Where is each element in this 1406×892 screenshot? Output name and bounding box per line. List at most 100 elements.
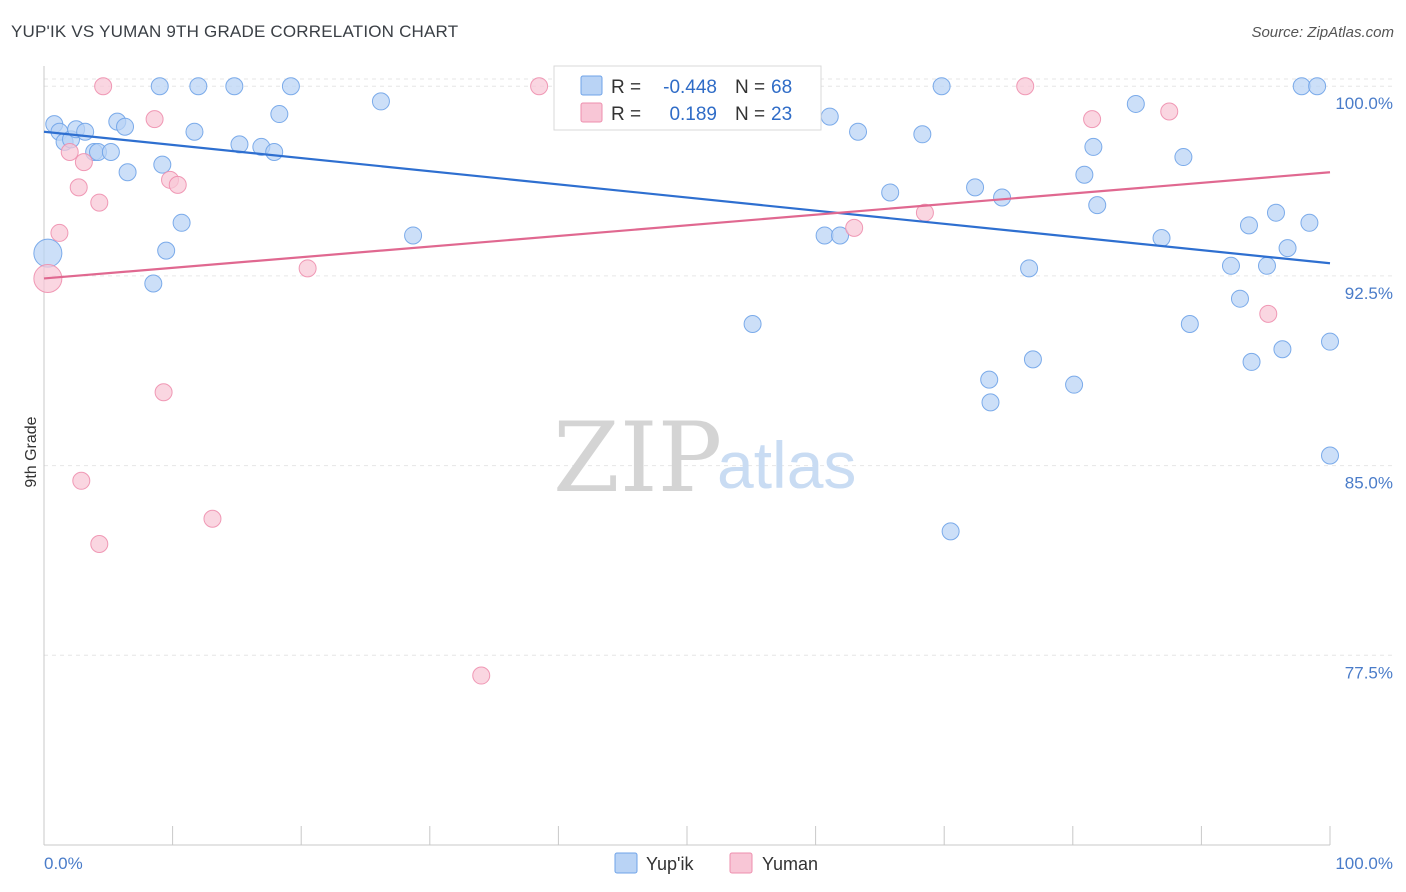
data-point	[1278, 239, 1297, 258]
data-point	[225, 77, 244, 96]
watermark: ZIP atlas	[553, 402, 856, 514]
data-point	[849, 122, 868, 141]
data-point	[203, 509, 222, 528]
data-point	[189, 77, 208, 96]
stats-n-label-2: N =	[735, 104, 765, 125]
y-tick-label: 85.0%	[1345, 474, 1393, 493]
x-tick-label: 0.0%	[44, 854, 83, 873]
watermark-atlas: atlas	[717, 428, 856, 502]
data-point	[33, 238, 63, 268]
data-point	[1023, 350, 1042, 369]
trend-lines	[43, 130, 1331, 280]
axes: 0.0% 100.0%	[43, 66, 1393, 873]
watermark-zip: ZIP	[553, 402, 722, 514]
chart-title: YUP'IK VS YUMAN 9TH GRADE CORRELATION CH…	[11, 22, 459, 41]
data-point	[168, 175, 187, 194]
data-point	[69, 178, 88, 197]
stats-swatch-yuman	[580, 102, 603, 123]
stats-r-label-1: R =	[611, 77, 641, 98]
data-point	[116, 117, 135, 136]
data-point	[1088, 196, 1107, 215]
data-point	[743, 314, 762, 333]
data-point	[94, 77, 113, 96]
data-point	[1221, 256, 1240, 275]
data-point	[815, 226, 834, 245]
legend-swatch-yuman	[729, 852, 753, 874]
legend-label-yupik: Yup'ik	[646, 854, 694, 874]
y-axis-title: 9th Grade	[23, 416, 40, 487]
data-point	[144, 274, 163, 293]
data-point	[1239, 216, 1258, 235]
data-point	[281, 77, 300, 96]
stats-r-value-2: 0.189	[669, 104, 717, 125]
data-point	[1257, 256, 1276, 275]
series-yuman-points	[33, 77, 1278, 685]
data-points	[33, 77, 1339, 685]
data-point	[157, 241, 176, 260]
data-point	[941, 522, 960, 541]
data-point	[1084, 137, 1103, 156]
data-point	[230, 135, 249, 154]
data-point	[76, 122, 95, 141]
data-point	[1321, 446, 1339, 465]
data-point	[932, 77, 951, 96]
data-point	[60, 142, 79, 161]
data-point	[1230, 289, 1249, 308]
data-point	[881, 183, 900, 202]
data-point	[966, 178, 985, 197]
data-point	[472, 666, 491, 685]
data-point	[1300, 213, 1319, 232]
data-point	[1292, 77, 1311, 96]
data-point	[1174, 148, 1193, 167]
gridlines: 77.5% 85.0% 92.5% 100.0%	[44, 78, 1393, 682]
data-point	[1016, 77, 1035, 96]
stats-r-label-2: R =	[611, 104, 641, 125]
data-point	[1020, 259, 1039, 278]
data-point	[270, 105, 289, 124]
data-point	[72, 471, 91, 490]
legend: Yup'ik Yuman	[614, 852, 818, 874]
data-point	[1259, 304, 1278, 323]
data-point	[1152, 228, 1171, 247]
data-point	[1180, 314, 1199, 333]
stats-swatch-yupik	[580, 75, 603, 96]
data-point	[1160, 102, 1179, 121]
data-point	[153, 155, 172, 174]
x-tick-label: 100.0%	[1335, 854, 1393, 873]
data-point	[993, 188, 1012, 207]
data-point	[1075, 165, 1094, 184]
data-point	[530, 77, 549, 96]
data-point	[101, 142, 120, 161]
data-point	[404, 226, 423, 245]
trend-line-yupik	[43, 130, 1331, 265]
data-point	[1083, 110, 1102, 129]
data-point	[150, 77, 169, 96]
stats-n-value-2: 23	[771, 104, 792, 125]
data-point	[1065, 375, 1084, 394]
y-tick-label: 100.0%	[1335, 94, 1393, 113]
data-point	[845, 218, 864, 237]
data-point	[118, 163, 137, 182]
data-point	[145, 110, 164, 129]
data-point	[1321, 332, 1339, 351]
legend-swatch-yupik	[614, 852, 638, 874]
data-point	[50, 223, 69, 242]
stats-n-label-1: N =	[735, 77, 765, 98]
legend-label-yuman: Yuman	[762, 854, 818, 874]
data-point	[1273, 340, 1292, 359]
data-point	[90, 193, 109, 212]
data-point	[265, 142, 284, 161]
data-point	[298, 259, 317, 278]
stats-r-value-1: -0.448	[663, 77, 717, 98]
data-point	[154, 383, 173, 402]
data-point	[172, 213, 191, 232]
data-point	[74, 153, 93, 172]
data-point	[1242, 352, 1261, 371]
y-tick-label: 77.5%	[1345, 663, 1393, 682]
trend-line-yuman	[43, 171, 1331, 280]
data-point	[90, 535, 109, 554]
y-tick-label: 92.5%	[1345, 284, 1393, 303]
data-point	[185, 122, 204, 141]
data-point	[820, 107, 839, 126]
